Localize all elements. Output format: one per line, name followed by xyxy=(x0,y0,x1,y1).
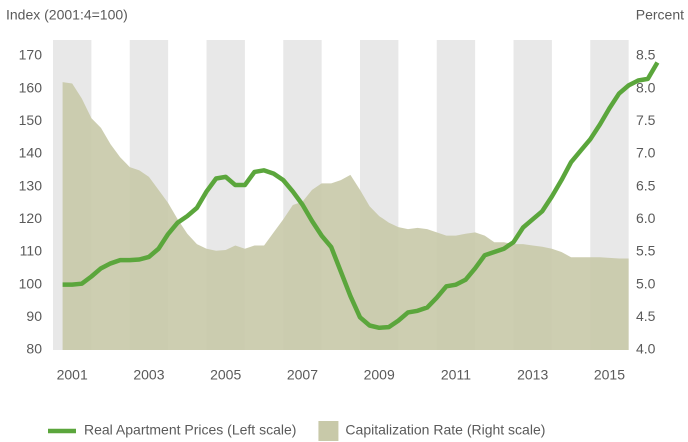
y-tick-label: 100 xyxy=(19,275,43,291)
x-tick-label: 2007 xyxy=(287,367,318,383)
x-tick-label: 2009 xyxy=(364,367,395,383)
y2-tick-label: 6.5 xyxy=(636,177,656,193)
y-tick-label: 140 xyxy=(19,145,43,161)
y-tick-label: 150 xyxy=(19,112,43,128)
legend-label: Real Apartment Prices (Left scale) xyxy=(84,422,296,438)
y2-tick-label: 8.5 xyxy=(636,47,656,63)
x-tick-label: 2003 xyxy=(133,367,164,383)
area xyxy=(62,82,629,350)
y2-tick-label: 5.0 xyxy=(636,275,656,291)
y2-axis-title: Percent xyxy=(636,7,684,23)
y2-tick-label: 7.5 xyxy=(636,112,656,128)
y-tick-label: 80 xyxy=(26,341,42,357)
y2-tick-label: 4.5 xyxy=(636,308,656,324)
y-tick-label: 90 xyxy=(26,308,42,324)
y-tick-label: 160 xyxy=(19,79,43,95)
y2-tick-label: 7.0 xyxy=(636,145,656,161)
legend-swatch xyxy=(318,421,339,441)
x-tick-label: 2013 xyxy=(517,367,548,383)
y-tick-label: 110 xyxy=(20,243,43,259)
x-tick-label: 2015 xyxy=(594,367,625,383)
y2-tick-label: 6.0 xyxy=(636,210,656,226)
line xyxy=(62,61,660,331)
x-tick-label: 2011 xyxy=(441,367,471,383)
y-tick-label: 170 xyxy=(19,47,43,63)
x-tick-label: 2001 xyxy=(57,367,88,383)
legend-label: Capitalization Rate (Right scale) xyxy=(345,422,545,438)
y-tick-label: 130 xyxy=(19,177,43,193)
y2-tick-label: 4.0 xyxy=(636,341,656,357)
y-axis-title: Index (2001:4=100) xyxy=(6,7,128,23)
y-tick-label: 120 xyxy=(19,210,43,226)
y2-tick-label: 8.0 xyxy=(636,79,656,95)
y2-tick-label: 5.5 xyxy=(636,243,656,259)
x-tick-label: 2005 xyxy=(210,367,241,383)
